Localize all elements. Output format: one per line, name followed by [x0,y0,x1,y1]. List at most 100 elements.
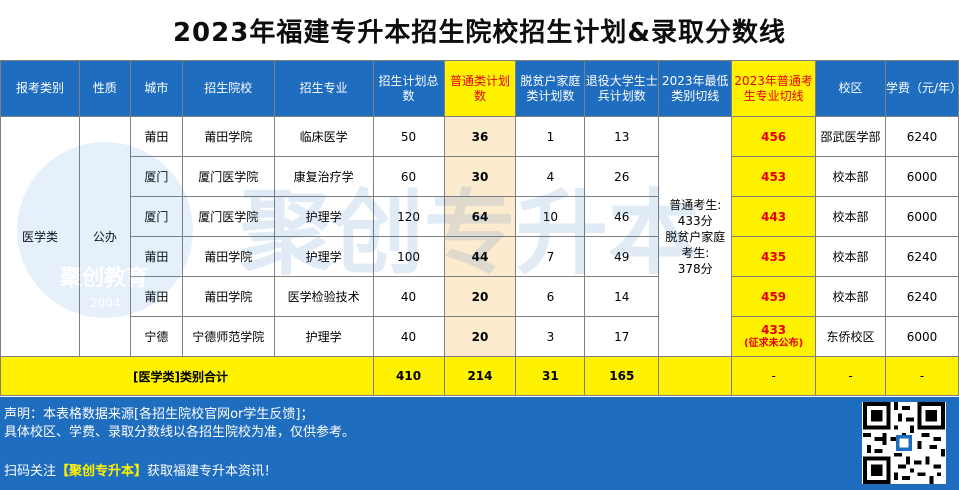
major-cut-cell: 433 (征求未公布) [731,316,817,357]
major-cell: 护理学 [273,236,374,277]
header-campus: 校区 [815,60,886,117]
school-cell: 宁德师范学院 [181,316,275,357]
notes-line-3-suffix: 获取福建专升本资讯！ [147,464,278,479]
major-cell: 医学检验技术 [273,276,374,317]
poverty-plan-cell: 4 [515,156,586,197]
min-line-text-5: 378分 [677,261,713,276]
qr-code-graphic [863,402,945,484]
qr-code-icon[interactable] [862,402,946,484]
campus-cell: 校本部 [815,236,886,277]
total-veteran-cell: 165 [584,356,660,396]
tuition-cell: 6000 [884,196,959,237]
campus-cell: 校本部 [815,196,886,237]
header-tuition: 学费（元/年） [884,60,959,117]
header-major-cut: 2023年普通考生专业切线 [731,60,817,117]
min-line-text-2: 433分 [677,213,713,228]
category-cell: 医学类 [0,116,80,357]
total-plan-cell: 60 [372,156,445,197]
poverty-plan-cell: 3 [515,316,586,357]
notes-line-3-prefix: 扫码关注 [4,464,57,479]
major-cut-value: 433 [761,322,787,337]
school-cell: 莆田学院 [181,276,275,317]
header-regular-plan: 普通类计划数 [443,60,517,117]
regular-plan-cell: 36 [443,116,517,157]
notes-panel: 声明：本表格数据来源[各招生院校官网or学生反馈]； 具体校区、学费、录取分数线… [0,397,959,490]
page-title: 2023年福建专升本招生院校招生计划&录取分数线 [172,17,787,48]
table-row: 宁德 宁德师范学院 护理学 40 20 3 17 433 (征求未公布) 东侨校… [1,316,959,357]
major-cut-cell: 435 [731,236,817,277]
school-cell: 莆田学院 [181,236,275,277]
header-veteran-plan: 退役大学生士兵计划数 [584,60,660,117]
table-row: 厦门 厦门医学院 康复治疗学 60 30 4 26 453 校本部 6000 [1,156,959,197]
table-header-row: 报考类别 性质 城市 招生院校 招生专业 招生计划总数 普通类计划数 脱贫户家庭… [0,60,959,117]
total-label: [医学类]类别合计 [0,356,374,396]
total-total-cell: 410 [372,356,445,396]
veteran-plan-cell: 14 [584,276,660,317]
page-title-bar: 2023年福建专升本招生院校招生计划&录取分数线 [0,0,959,60]
total-cut-cell: - [731,356,817,396]
major-cell: 护理学 [273,196,374,237]
total-poverty-cell: 31 [515,356,586,396]
min-line-cell: 普通考生: 433分 脱贫户家庭 考生: 378分 [658,116,733,357]
city-cell: 莆田 [129,236,183,277]
school-cell: 厦门医学院 [181,156,275,197]
school-cell: 厦门医学院 [181,196,275,237]
total-plan-cell: 100 [372,236,445,277]
city-cell: 厦门 [129,196,183,237]
tuition-cell: 6240 [884,276,959,317]
table-row: 莆田 莆田学院 医学检验技术 40 20 6 14 459 校本部 6240 [1,276,959,317]
header-category: 报考类别 [0,60,80,117]
campus-cell: 校本部 [815,276,886,317]
campus-cell: 东侨校区 [815,316,886,357]
total-plan-cell: 120 [372,196,445,237]
regular-plan-cell: 64 [443,196,517,237]
notes-line-3: 扫码关注【聚创专升本】获取福建专升本资讯！ [4,463,277,481]
notes-line-1: 声明：本表格数据来源[各招生院校官网or学生反馈]； [4,407,314,422]
admission-table: 报考类别 性质 城市 招生院校 招生专业 招生计划总数 普通类计划数 脱贫户家庭… [0,60,959,396]
total-plan-cell: 40 [372,276,445,317]
city-cell: 厦门 [129,156,183,197]
veteran-plan-cell: 46 [584,196,660,237]
header-total-plan: 招生计划总数 [372,60,445,117]
header-poverty-plan: 脱贫户家庭类计划数 [515,60,586,117]
total-campus-cell: - [815,356,886,396]
notes-line-2: 具体校区、学费、录取分数线以各招生院校为准，仅供参考。 [4,425,356,440]
major-cut-cell: 443 [731,196,817,237]
school-cell: 莆田学院 [181,116,275,157]
table-row: 莆田 莆田学院 护理学 100 44 7 49 435 校本部 6240 [1,236,959,277]
major-cell: 护理学 [273,316,374,357]
total-plan-cell: 50 [372,116,445,157]
header-major: 招生专业 [273,60,374,117]
campus-cell: 校本部 [815,156,886,197]
regular-plan-cell: 20 [443,276,517,317]
total-tuition-cell: - [884,356,959,396]
tuition-cell: 6000 [884,156,959,197]
poverty-plan-cell: 1 [515,116,586,157]
tuition-cell: 6240 [884,236,959,277]
table-row: 厦门 厦门医学院 护理学 120 64 10 46 443 校本部 6000 [1,196,959,237]
regular-plan-cell: 30 [443,156,517,197]
veteran-plan-cell: 26 [584,156,660,197]
campus-cell: 邵武医学部 [815,116,886,157]
major-cell: 康复治疗学 [273,156,374,197]
city-cell: 莆田 [129,276,183,317]
total-regular-cell: 214 [443,356,517,396]
min-line-text-1: 普通考生: [669,197,722,212]
veteran-plan-cell: 13 [584,116,660,157]
total-row: [医学类]类别合计 410 214 31 165 - - - [0,356,959,396]
major-cut-cell: 456 [731,116,817,157]
header-min-line: 2023年最低类别切线 [658,60,733,117]
major-cell: 临床医学 [273,116,374,157]
poverty-plan-cell: 7 [515,236,586,277]
header-school: 招生院校 [181,60,275,117]
city-cell: 宁德 [129,316,183,357]
header-nature: 性质 [78,60,131,117]
veteran-plan-cell: 17 [584,316,660,357]
nature-cell: 公办 [78,116,131,357]
min-line-text-3: 脱贫户家庭 [665,229,726,244]
min-line-text-4: 考生: [681,245,710,260]
veteran-plan-cell: 49 [584,236,660,277]
major-cut-note: (征求未公布) [744,337,804,349]
notes-brand: 【聚创专升本】 [56,464,148,479]
